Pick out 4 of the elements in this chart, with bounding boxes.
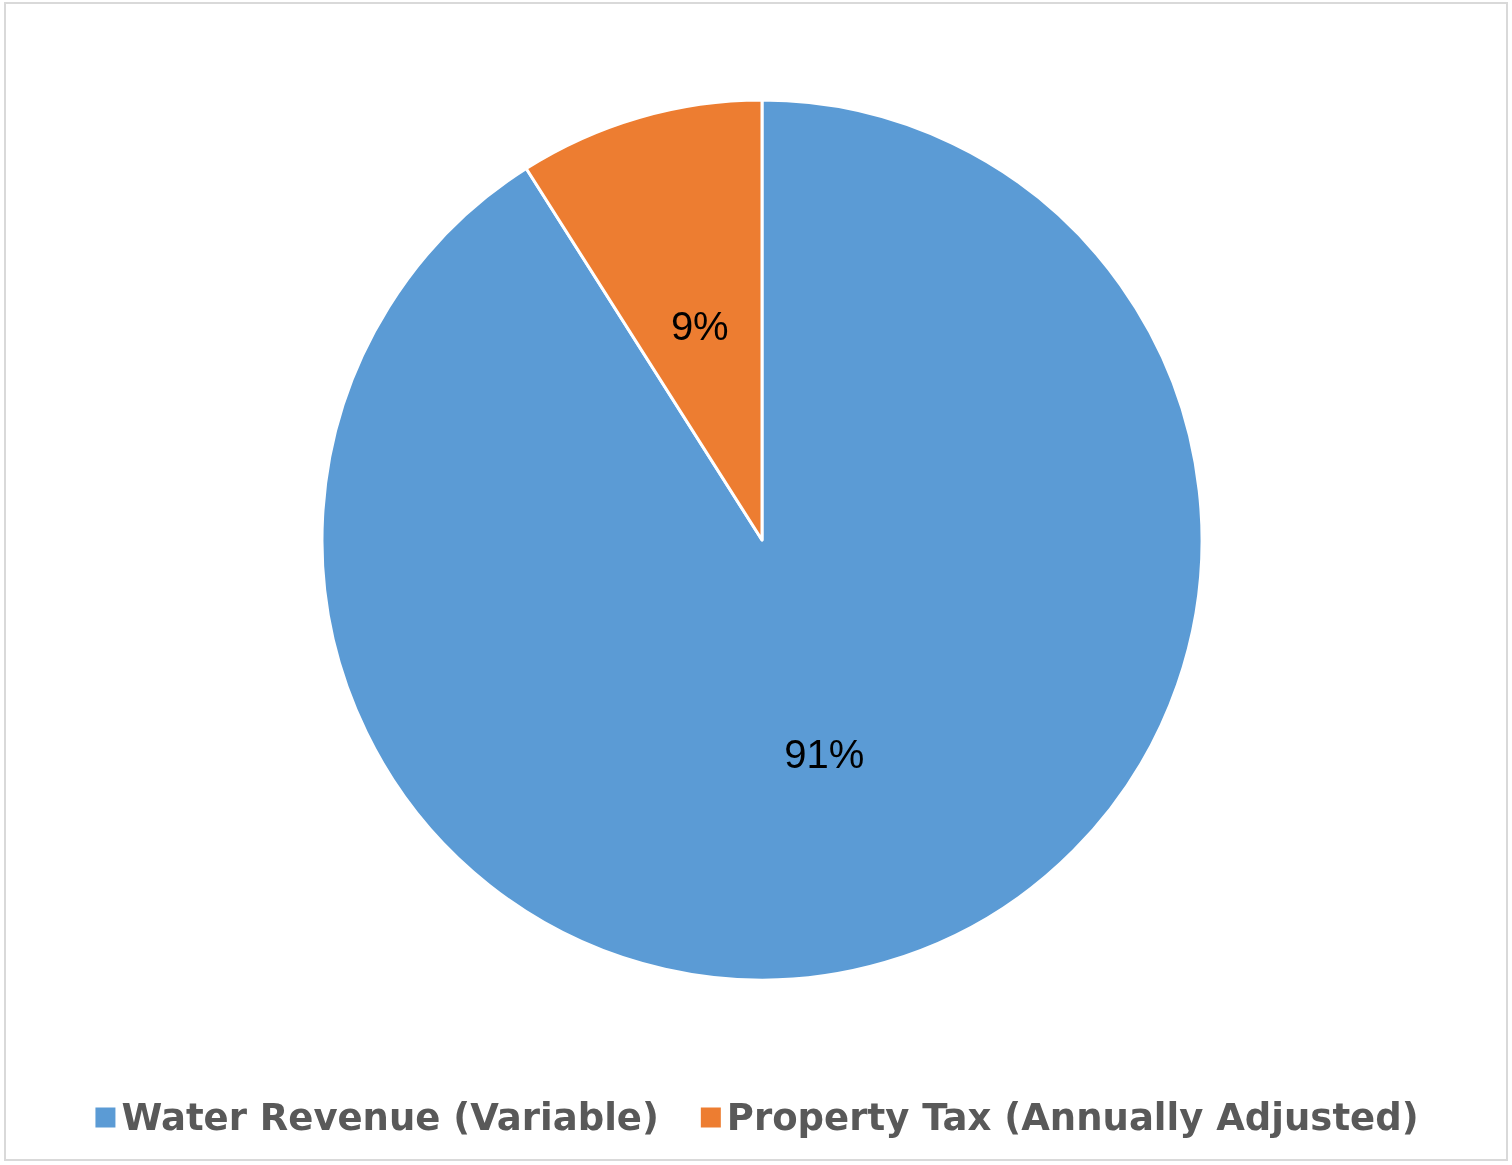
data-label: 9% <box>670 303 729 348</box>
data-label: 91% <box>784 732 865 777</box>
legend-label: Water Revenue (Variable) <box>121 1096 659 1139</box>
legend-label: Property Tax (Annually Adjusted) <box>726 1096 1419 1139</box>
